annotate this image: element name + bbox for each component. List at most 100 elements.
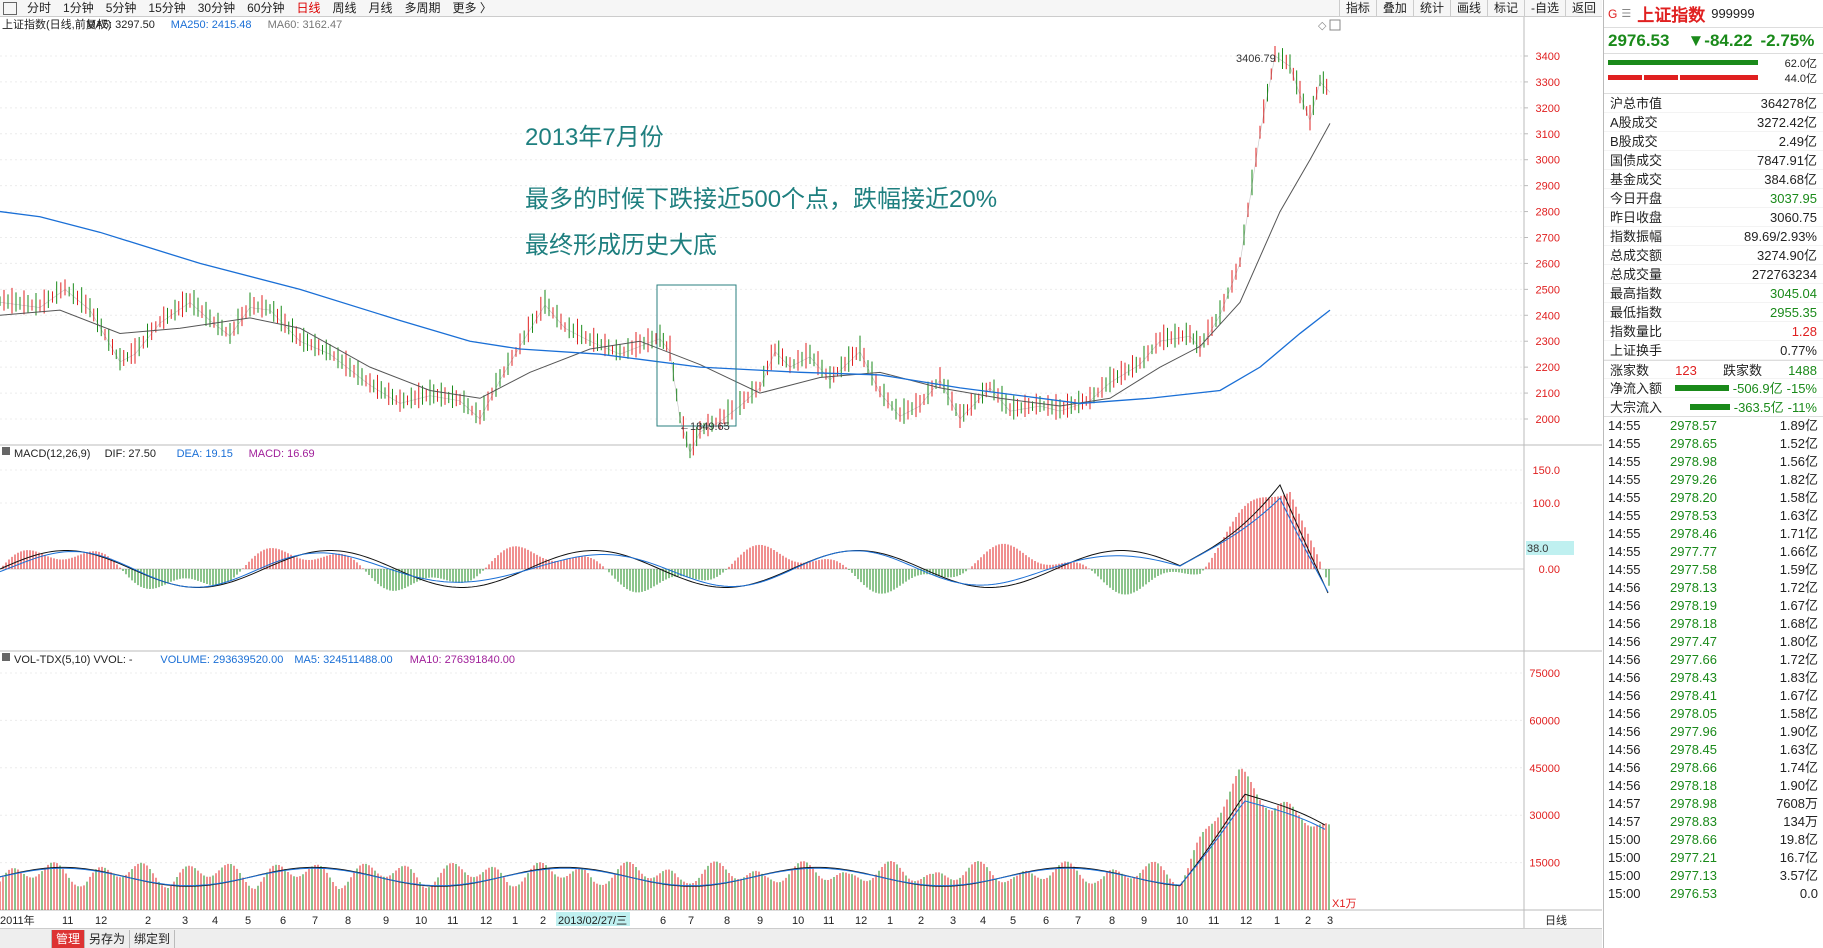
tab-3[interactable]: 15分钟 <box>148 0 186 15</box>
vol-axis-label: 45000 <box>1529 763 1560 775</box>
index-change: ▼-84.22 <box>1687 30 1753 50</box>
x-axis-label: 8 <box>724 915 730 927</box>
macd-axis-label: 150.0 <box>1532 465 1560 477</box>
stat-label: 总成交量 <box>1610 267 1663 282</box>
tab-7[interactable]: 周线 <box>332 0 357 15</box>
tick-time: 14:56 <box>1608 688 1641 703</box>
macd-axis-label: 0.00 <box>1539 564 1560 576</box>
menu-icon[interactable]: ☰ <box>1621 8 1632 20</box>
tick-row: 14:56 2978.66 1.74亿 <box>1604 759 1823 777</box>
quote-price-row: 2976.53 ▼-84.22 -2.75% <box>1604 28 1823 54</box>
x-axis-label: 7 <box>1075 915 1081 927</box>
tab-8[interactable]: 月线 <box>368 0 393 15</box>
toolbar-btn-2[interactable]: 统计 <box>1412 0 1450 17</box>
stat-value: 3060.75 <box>1770 210 1817 225</box>
tick-row: 14:57 2978.83 134万 <box>1604 813 1823 831</box>
tab-0[interactable]: 分时 <box>27 0 52 15</box>
toolbar-btn-4[interactable]: 标记 <box>1486 0 1524 17</box>
tick-volume: 1.63亿 <box>1779 742 1818 757</box>
tick-time: 14:55 <box>1608 562 1641 577</box>
tab-5[interactable]: 60分钟 <box>247 0 285 15</box>
tick-list[interactable]: 14:55 2978.57 1.89亿 14:55 2978.65 1.52亿 14:55 2… <box>1604 417 1823 903</box>
bottom-btn-0[interactable]: 管理 <box>52 929 86 948</box>
tick-volume: 1.68亿 <box>1779 616 1818 631</box>
main-legend-title: 上证指数(日线,前复权) <box>2 17 111 31</box>
tick-price: 2977.47 <box>1670 634 1717 649</box>
down-count: 1488 <box>1788 363 1817 378</box>
flow-bar-red-3 <box>1680 75 1758 80</box>
x-axis-label: 10 <box>415 915 427 927</box>
stat-value: 3274.90亿 <box>1757 248 1817 263</box>
bottom-btn-2[interactable]: 绑定到 <box>130 929 176 948</box>
tick-time: 14:56 <box>1608 598 1641 613</box>
stat-row: 基金成交 384.68亿 <box>1604 170 1823 189</box>
toolbar-btn-0[interactable]: 指标 <box>1338 0 1376 17</box>
stat-value: 3037.95 <box>1770 191 1817 206</box>
stat-row: A股成交 3272.42亿 <box>1604 113 1823 132</box>
stat-label: 国债成交 <box>1610 153 1663 168</box>
stat-row: B股成交 2.49亿 <box>1604 132 1823 151</box>
x-axis-label: 11 <box>823 915 834 927</box>
net-inflow-row: 净流入额 -506.9亿 -15% <box>1604 379 1823 398</box>
net-inflow-bar <box>1674 385 1729 391</box>
tab-4[interactable]: 30分钟 <box>197 0 236 15</box>
tick-time: 14:56 <box>1608 616 1641 631</box>
toolbar-btn-3[interactable]: 画线 <box>1449 0 1487 17</box>
x-axis-label: 11 <box>1208 915 1219 927</box>
tick-volume: 3.57亿 <box>1779 868 1818 883</box>
panel-toggle-icon[interactable] <box>3 1 17 15</box>
tab-6[interactable]: 日线 <box>296 0 321 15</box>
price-axis-label: 2600 <box>1536 258 1560 270</box>
stat-row: 国债成交 7847.91亿 <box>1604 151 1823 170</box>
tab-10[interactable]: 更多 〉 <box>452 0 492 15</box>
macd-axis-label: 100.0 <box>1532 498 1560 510</box>
tick-row: 14:55 2977.77 1.66亿 <box>1604 543 1823 561</box>
tick-volume: 1.90亿 <box>1779 778 1818 793</box>
dea-line <box>0 497 1329 593</box>
tick-time: 14:56 <box>1608 742 1641 757</box>
tick-price: 2978.05 <box>1670 706 1717 721</box>
stat-row: 最高指数 3045.04 <box>1604 284 1823 303</box>
x-axis-label: 2013/02/27/三 <box>558 915 627 927</box>
down-label: 跌家数 <box>1722 363 1762 378</box>
tick-row: 15:00 2978.66 19.8亿 <box>1604 831 1823 849</box>
x-axis-label: 9 <box>383 915 389 927</box>
stat-row: 最低指数 2955.35 <box>1604 303 1823 322</box>
kline-chart-svg[interactable]: 3400 3300 3200 3100 3000 2900 2800 2700 2600 2500… <box>0 17 1602 928</box>
kline-chart-area[interactable]: 3400 3300 3200 3100 3000 2900 2800 2700 2600 2500… <box>0 17 1602 928</box>
toolbar-btn-5[interactable]: -自选 <box>1523 0 1565 17</box>
ma5-legend: MA5: 3297.50 <box>86 19 154 31</box>
x-axis-label: 6 <box>1043 915 1049 927</box>
x-axis-label: 11 <box>62 915 73 927</box>
tick-row: 14:56 2978.45 1.63亿 <box>1604 741 1823 759</box>
net-inflow-pct: -15% <box>1786 380 1817 396</box>
tab-2[interactable]: 5分钟 <box>105 0 137 15</box>
quote-stats: 沪总市值 364278亿 A股成交 3272.42亿 B股成交 2.49亿 国债成交 7847… <box>1604 94 1823 360</box>
vol-ma10-line <box>0 800 1326 887</box>
tick-price: 2977.13 <box>1670 868 1717 883</box>
tick-price: 2978.66 <box>1670 832 1717 847</box>
tick-time: 14:56 <box>1608 760 1641 775</box>
block-inflow-pct: -11% <box>1787 399 1817 415</box>
breadth-row: 涨家数 123 跌家数 1488 <box>1604 360 1823 379</box>
macd-legend-title: MACD(12,26,9) <box>14 448 90 460</box>
stat-label: 上证换手 <box>1610 343 1663 358</box>
price-axis-label: 3000 <box>1536 155 1560 167</box>
index-name: 上证指数 <box>1637 6 1706 25</box>
tick-price: 2978.20 <box>1670 490 1717 505</box>
toolbar-btn-1[interactable]: 叠加 <box>1375 0 1413 17</box>
tick-volume: 1.67亿 <box>1779 688 1818 703</box>
x-axis-label: 8 <box>1109 915 1115 927</box>
bottom-btn-1[interactable]: 另存为 <box>85 929 131 948</box>
toolbar-btn-6[interactable]: 返回 <box>1564 0 1602 17</box>
stat-row: 上证换手 0.77% <box>1604 341 1823 360</box>
diamond-icon: ◇ <box>1318 20 1327 32</box>
flow-bars: 62.0亿 44.0亿 <box>1604 54 1823 94</box>
stat-value: 272763234 <box>1751 267 1817 282</box>
tab-1[interactable]: 1分钟 <box>63 0 94 15</box>
stat-value: 0.77% <box>1780 343 1817 358</box>
tick-volume: 1.82亿 <box>1779 472 1818 487</box>
tick-time: 14:55 <box>1608 490 1641 505</box>
tab-9[interactable]: 多周期 <box>404 0 441 15</box>
tick-price: 2978.83 <box>1670 814 1717 829</box>
